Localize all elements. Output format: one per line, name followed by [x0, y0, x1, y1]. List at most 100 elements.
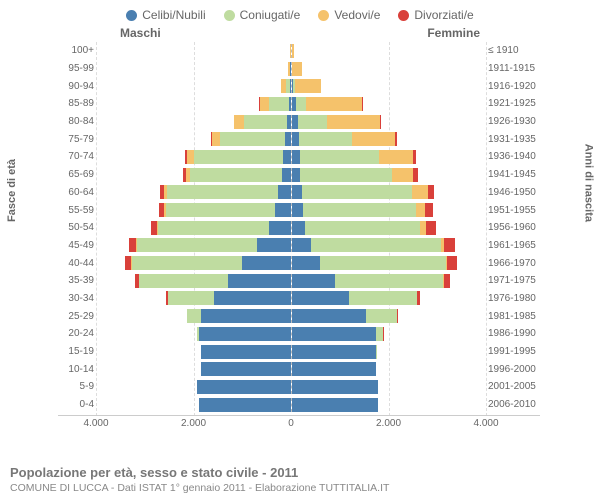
segment [428, 185, 434, 199]
age-label: 45-49 [58, 240, 98, 251]
segment [444, 274, 450, 288]
segment [287, 115, 290, 129]
male-bar [98, 97, 292, 111]
female-bar [292, 79, 485, 93]
legend: Celibi/NubiliConiugati/eVedovi/eDivorzia… [0, 0, 600, 26]
segment [190, 168, 281, 182]
age-row: 20-241986-1990 [58, 325, 540, 343]
segment [292, 398, 379, 412]
birth-label: 1991-1995 [484, 346, 540, 357]
segment [292, 238, 311, 252]
segment [376, 327, 383, 341]
x-axis: 4.0002.00002.0004.000 [96, 418, 486, 436]
age-row: 100+≤ 1910 [58, 42, 540, 60]
segment [201, 362, 290, 376]
female-bar [292, 398, 485, 412]
age-label: 20-24 [58, 328, 98, 339]
legend-item: Coniugati/e [224, 8, 301, 22]
segment [167, 185, 278, 199]
female-bar [292, 238, 485, 252]
bar-pair [98, 203, 484, 217]
bar-pair [98, 115, 484, 129]
segment [214, 291, 291, 305]
male-bar [98, 44, 292, 58]
male-bar [98, 291, 292, 305]
bar-pair [98, 309, 484, 323]
population-pyramid: Celibi/NubiliConiugati/eVedovi/eDivorzia… [0, 0, 600, 500]
birth-label: 2001-2005 [484, 381, 540, 392]
segment [242, 256, 290, 270]
birth-label: 1971-1975 [484, 275, 540, 286]
segment [158, 221, 269, 235]
age-label: 65-69 [58, 169, 98, 180]
age-label: 30-34 [58, 293, 98, 304]
segment [199, 398, 290, 412]
segment [194, 150, 283, 164]
male-bar [98, 398, 292, 412]
male-bar [98, 185, 292, 199]
yaxis-right-title: Anni di nascita [582, 144, 594, 222]
birth-label: 1941-1945 [484, 169, 540, 180]
segment [292, 150, 300, 164]
segment [306, 97, 361, 111]
bar-pair [98, 291, 484, 305]
segment [311, 238, 441, 252]
chart-area: Fasce di età Anni di nascita 100+≤ 19109… [0, 42, 600, 442]
segment [244, 115, 287, 129]
segment [278, 185, 291, 199]
segment [269, 97, 288, 111]
segment [295, 79, 321, 93]
age-row: 25-291981-1985 [58, 307, 540, 325]
segment [379, 150, 413, 164]
bar-pair [98, 398, 484, 412]
segment [327, 115, 380, 129]
segment [290, 79, 291, 93]
segment [292, 256, 321, 270]
birth-label: 1931-1935 [484, 134, 540, 145]
segment [302, 185, 413, 199]
footer-title: Popolazione per età, sesso e stato civil… [10, 465, 389, 480]
birth-label: 1916-1920 [484, 81, 540, 92]
age-label: 40-44 [58, 258, 98, 269]
segment [292, 185, 302, 199]
birth-label: 1961-1965 [484, 240, 540, 251]
segment [300, 150, 379, 164]
age-row: 75-79 1931-1935 [58, 130, 540, 148]
birth-label: 1926-1930 [484, 116, 540, 127]
age-label: 75-79 [58, 134, 98, 145]
age-label: 10-14 [58, 364, 98, 375]
age-label: 50-54 [58, 222, 98, 233]
segment [426, 221, 436, 235]
birth-label: 1956-1960 [484, 222, 540, 233]
male-bar [98, 345, 292, 359]
segment [292, 309, 367, 323]
legend-item: Celibi/Nubili [126, 8, 205, 22]
segment [260, 97, 270, 111]
age-label: 90-94 [58, 81, 98, 92]
female-bar [292, 345, 485, 359]
legend-label: Divorziati/e [414, 8, 473, 22]
bar-pair [98, 79, 484, 93]
segment [447, 256, 457, 270]
female-bar [292, 97, 485, 111]
segment [228, 274, 291, 288]
bar-pair [98, 97, 484, 111]
age-row: 70-741936-1940 [58, 148, 540, 166]
footer: Popolazione per età, sesso e stato civil… [10, 465, 389, 494]
male-bar [98, 203, 292, 217]
female-bar [292, 380, 485, 394]
male-bar [98, 62, 292, 76]
segment [413, 150, 416, 164]
segment [292, 44, 295, 58]
legend-swatch [398, 10, 409, 21]
age-row: 40-441966-1970 [58, 254, 540, 272]
age-row: 45-49 1961-1965 [58, 237, 540, 255]
segment [425, 203, 433, 217]
segment [187, 309, 201, 323]
segment [197, 380, 291, 394]
female-bar [292, 221, 485, 235]
legend-swatch [318, 10, 329, 21]
segment [413, 168, 417, 182]
age-row: 85-891921-1925 [58, 95, 540, 113]
female-bar [292, 150, 485, 164]
